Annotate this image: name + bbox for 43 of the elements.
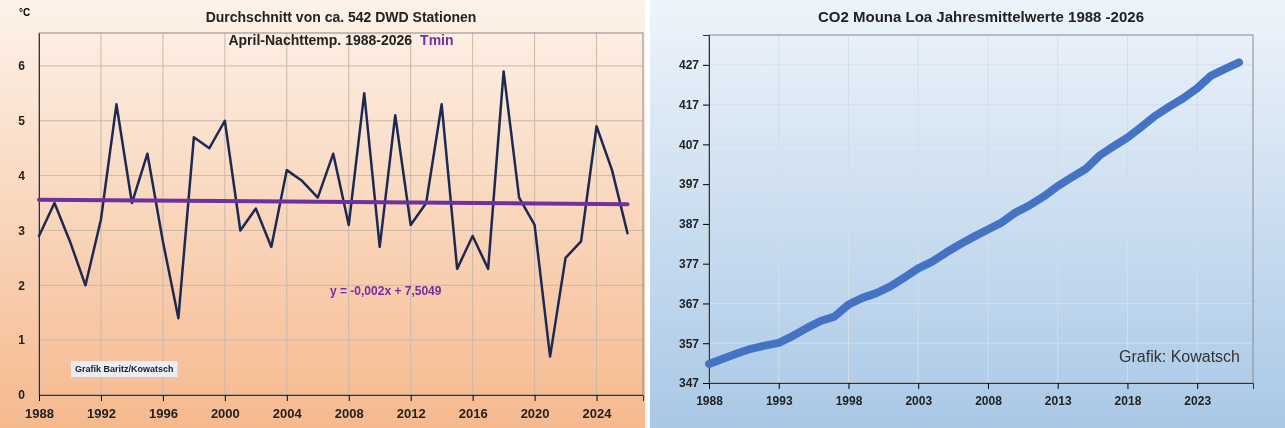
x-tick-label: 2016 — [458, 406, 488, 422]
x-tick-label: 2008 — [334, 406, 364, 422]
x-tick-label: 2004 — [272, 406, 303, 422]
x-tick-label: 2003 — [905, 394, 933, 409]
y-tick-label: 2 — [18, 278, 26, 293]
y-tick-label: 387 — [678, 217, 700, 232]
chart-title: Durchschnitt von ca. 542 DWD Stationen — [205, 9, 477, 25]
x-tick-label: 2018 — [1114, 394, 1142, 409]
y-tick-label: 377 — [678, 257, 700, 272]
annotation: Grafik Baritz/Kowatsch — [75, 364, 174, 374]
x-tick-label: 1993 — [765, 394, 793, 409]
y-tick-label: 357 — [678, 336, 700, 351]
annotation: Grafik: Kowatsch — [1119, 348, 1240, 365]
x-tick-label: 2008 — [975, 394, 1003, 409]
y-tick-label: 397 — [678, 177, 700, 192]
chart-title: CO2 Mouna Loa Jahresmittelwerte 1988 -2026 — [818, 8, 1144, 25]
x-tick-label: 1988 — [25, 406, 54, 422]
x-tick-label: 2024 — [582, 406, 613, 422]
y-tick-label: 1 — [18, 333, 26, 348]
y-tick-label: 417 — [678, 97, 700, 112]
x-tick-label: 2012 — [396, 406, 426, 422]
x-tick-label: 2023 — [1184, 394, 1212, 409]
y-tick-label: 407 — [678, 137, 700, 152]
y-tick-label: 5 — [18, 114, 26, 129]
x-tick-label: 2013 — [1044, 394, 1072, 409]
text: Tmin — [420, 32, 454, 48]
y-tick-label: 367 — [678, 296, 700, 311]
annotation: y = -0,002x + 7,5049 — [330, 284, 442, 298]
x-tick-label: 1998 — [835, 394, 863, 409]
y-tick-label: 427 — [678, 58, 700, 73]
x-tick-label: 1996 — [148, 406, 178, 422]
y-tick-label: 0 — [18, 388, 26, 403]
line-series — [37, 70, 629, 358]
chart-subtitle: April-Nachttemp. 1988-2026 — [228, 32, 413, 48]
x-tick-label: 1988 — [696, 394, 724, 409]
x-tick-label: 1992 — [86, 406, 116, 422]
y-tick-label: 3 — [18, 223, 26, 238]
y-tick-label: 4 — [18, 168, 26, 183]
y-tick-label: 347 — [678, 376, 700, 391]
x-tick-label: 2020 — [520, 406, 550, 422]
x-tick-label: 2000 — [210, 406, 240, 422]
y-axis-title: °C — [19, 7, 31, 18]
y-tick-label: 6 — [18, 59, 26, 74]
